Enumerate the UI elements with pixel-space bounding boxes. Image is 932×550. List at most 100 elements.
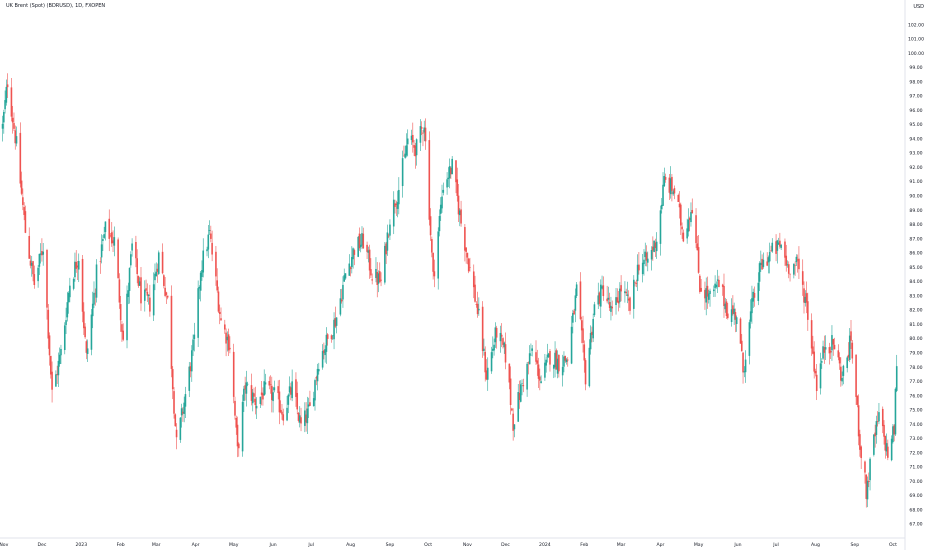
candle-body <box>810 320 813 349</box>
candle-down <box>218 304 221 325</box>
candle-body <box>145 288 147 291</box>
candle-down <box>380 272 382 287</box>
candle-down <box>865 474 868 508</box>
candle-down <box>136 249 138 284</box>
candle-body <box>137 276 140 286</box>
candle-up <box>318 362 320 375</box>
candle-down <box>171 366 174 400</box>
candle-down <box>323 342 325 360</box>
candle-body <box>615 297 617 306</box>
candle-body <box>38 253 41 267</box>
candle-body <box>744 359 747 373</box>
candle-up <box>544 354 546 381</box>
x-tick-label: Aug <box>811 542 820 548</box>
candle-body <box>789 273 791 275</box>
candle-up <box>570 315 573 365</box>
candle-up <box>197 280 199 348</box>
candle-down <box>509 366 512 415</box>
candle-down <box>688 216 691 232</box>
candle-up <box>199 270 202 302</box>
x-tick-label: Nov <box>0 542 9 548</box>
candle-down <box>431 236 433 258</box>
candle-up <box>193 322 196 352</box>
candle-down <box>305 402 307 432</box>
candle-body <box>138 281 141 286</box>
candle-body <box>438 216 441 232</box>
candle-down <box>734 308 737 333</box>
candle-up <box>439 197 442 221</box>
candle-down <box>855 354 857 406</box>
candle-body <box>401 158 404 187</box>
candle-body <box>767 257 770 263</box>
candle-up <box>15 126 18 147</box>
candle-body <box>893 425 895 435</box>
candle-down <box>664 173 667 183</box>
candle-up <box>589 325 592 355</box>
candle-body <box>190 350 193 372</box>
candle-body <box>589 332 592 350</box>
candle-down <box>84 323 86 339</box>
candle-body <box>152 284 155 316</box>
candle-up <box>243 385 245 412</box>
candle-down <box>378 262 381 283</box>
candle-up <box>707 289 710 304</box>
candle-body <box>725 301 728 317</box>
candle-body <box>243 388 245 401</box>
candle-body <box>751 298 753 314</box>
candle-body <box>592 318 594 339</box>
candle-up <box>184 386 187 418</box>
candle-body <box>624 291 626 294</box>
candle-body <box>723 286 725 307</box>
candle-down <box>583 340 586 373</box>
candle-up <box>499 325 502 353</box>
candle-up <box>286 395 288 422</box>
candle-body <box>179 417 182 440</box>
candle-body <box>42 251 44 255</box>
candle-body <box>226 336 229 341</box>
candle-body <box>626 294 629 296</box>
candle-up <box>873 434 875 457</box>
candle-body <box>867 480 870 482</box>
candle-body <box>895 366 898 391</box>
candle-down <box>23 202 25 221</box>
candle-body <box>431 239 433 253</box>
candle-body <box>297 412 300 421</box>
candle-body <box>166 295 169 298</box>
candle-body <box>851 342 854 359</box>
x-tick-label: Aug <box>346 542 355 548</box>
candle-down <box>522 378 525 393</box>
candle-down <box>564 355 567 364</box>
candle-body <box>201 270 203 278</box>
candle-body <box>121 324 123 332</box>
candle-up <box>335 317 338 334</box>
candle-up <box>131 238 133 257</box>
candle-down <box>785 244 788 272</box>
candle-down <box>282 408 285 426</box>
candle-up <box>77 253 80 283</box>
candle-body <box>33 274 36 286</box>
candle-up <box>593 301 596 317</box>
candle-body <box>224 324 226 330</box>
candle-down <box>789 273 791 282</box>
candle-body <box>697 247 700 273</box>
candle-up <box>316 363 319 391</box>
candle-up <box>410 129 413 145</box>
candle-down <box>859 429 861 457</box>
candle-up <box>147 294 150 305</box>
candle-body <box>842 365 845 376</box>
candle-down <box>495 325 498 349</box>
candle-down <box>579 272 582 321</box>
candle-body <box>357 236 359 257</box>
candle-body <box>804 296 807 303</box>
candle-body <box>122 330 125 340</box>
candle-up <box>824 335 827 361</box>
candle-body <box>753 292 756 298</box>
candle-down <box>602 276 605 301</box>
candle-up <box>384 242 386 285</box>
candle-body <box>820 361 823 363</box>
candle-up <box>546 343 549 363</box>
candle-up <box>885 433 888 456</box>
candle-body <box>13 123 15 129</box>
candle-body <box>130 254 132 266</box>
candle-body <box>325 334 328 352</box>
